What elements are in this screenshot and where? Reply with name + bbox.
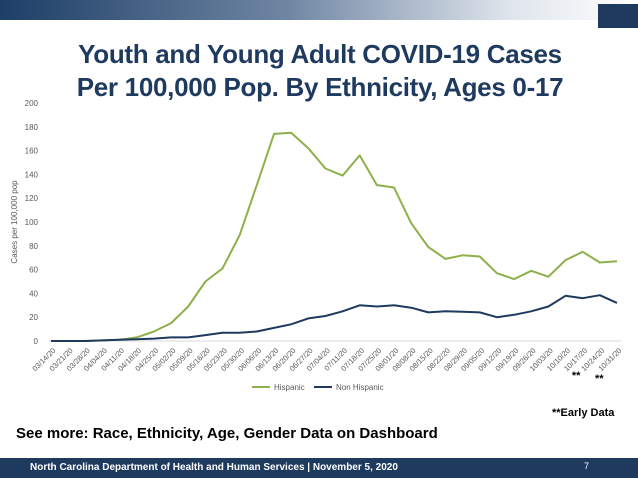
legend-label-hispanic: Hispanic — [274, 383, 305, 392]
y-tick-label: 120 — [25, 194, 39, 203]
footer-bar: North Carolina Department of Health and … — [0, 458, 638, 478]
footer-text: North Carolina Department of Health and … — [30, 462, 398, 473]
slide-title-line2: Per 100,000 Pop. By Ethnicity, Ages 0-17 — [76, 72, 564, 102]
y-tick-label: 100 — [25, 218, 39, 227]
y-tick-label: 40 — [29, 289, 38, 298]
slide-number: 7 — [584, 461, 590, 471]
dashboard-link-text: See more: Race, Ethnicity, Age, Gender D… — [16, 425, 438, 442]
top-banner — [0, 0, 638, 20]
top-banner-accent — [598, 4, 638, 28]
y-tick-label: 200 — [25, 99, 39, 108]
legend-label-non-hispanic: Non Hispanic — [336, 383, 384, 392]
y-tick-label: 140 — [25, 170, 39, 179]
hispanic-series-line — [51, 131, 618, 342]
y-axis-title: Cases per 100,000 pop — [10, 180, 19, 264]
slide-title-line1: Youth and Young Adult COVID-19 Cases — [78, 39, 562, 69]
early-data-marker: ** — [572, 370, 581, 382]
y-tick-label: 160 — [25, 147, 39, 156]
y-tick-label: 0 — [34, 337, 39, 346]
y-tick-label: 20 — [29, 313, 38, 322]
early-data-marker: ** — [595, 373, 604, 385]
y-tick-label: 180 — [25, 123, 39, 132]
non-hispanic-series-line — [51, 294, 618, 342]
early-data-note: **Early Data — [552, 407, 615, 419]
y-tick-label: 80 — [29, 242, 38, 251]
line-chart: 0 20 40 60 80 100 120 140 160 180 200 Cases per 100… — [10, 99, 623, 392]
y-tick-label: 60 — [29, 266, 38, 275]
slide-title: Youth and Young Adult COVID-19 Cases Per… — [40, 38, 600, 104]
